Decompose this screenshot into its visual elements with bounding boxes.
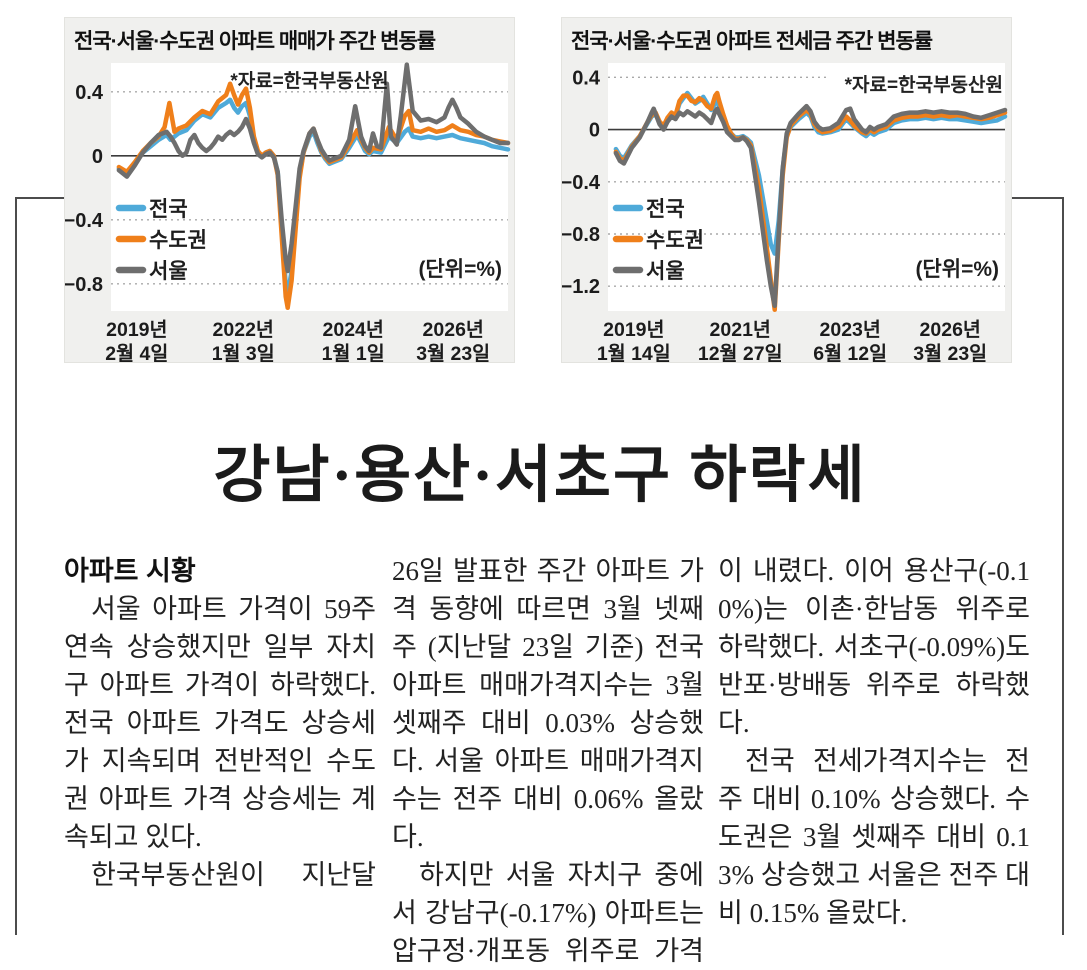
paragraph: 이 내렸다. 이어 용산구(-0.10%)는 이촌·한남동 위주로 하락했다. … [718,556,1030,738]
chart-title: 전국·서울·수도권 아파트 전세금 주간 변동률 [571,30,933,53]
chart-title: 전국·서울·수도권 아파트 매매가 주간 변동률 [74,30,436,53]
legend-label: 수도권 [149,229,207,252]
article-frame-left-rule [15,197,17,935]
x-tick-label: 2019년 1월 14일 [597,319,671,362]
x-tick-label: 2021년 12월 27일 [698,319,783,362]
article-frame-top-right-segment [1011,197,1064,199]
article-column-3: 이 내렸다. 이어 용산구(-0.10%)는 이촌·한남동 위주로 하락했다. … [718,552,1030,932]
legend-label: 서울 [149,260,188,283]
unit-note: (단위=%) [418,258,502,281]
paragraph: 전국 전세가격지수는 전주 대비 0.10% 상승했다. 수도권은 3월 셋째주… [718,746,1030,928]
y-tick-label: 0 [92,146,103,168]
y-tick-label: 0 [589,120,600,142]
article-column-1: 아파트 시황 서울 아파트 가격이 59주 연속 상승했지만 일부 자치구 아파… [64,552,376,894]
x-tick-label: 2026년 3월 23일 [913,319,987,362]
x-tick-label: 2026년 3월 23일 [416,319,490,362]
sale-price-chart-canvas: 0.4 0 −0.4 −0.8 2019년 2월 4일 2022년 1월 3일 2024년 1월 … [65,62,511,362]
unit-note: (단위=%) [915,258,999,281]
legend-label: 수도권 [646,229,704,252]
x-tick-label: 2024년 1월 1일 [322,319,385,362]
y-tick-label: −0.8 [562,224,600,246]
legend-label: 전국 [646,198,685,221]
article-frame-top-left-segment [15,197,66,199]
x-tick-label: 2022년 1월 3일 [212,319,275,362]
legend-label: 서울 [646,260,685,283]
paragraph: 26일 발표한 주간 아파트 가격 동향에 따르면 3월 넷째주 (지난달 23… [392,556,704,852]
paragraph: 한국부동산원이 지난달 [91,860,376,890]
paragraph: 서울 아파트 가격이 59주 연속 상승했지만 일부 자치구 아파트 가격이 하… [64,594,376,852]
y-tick-label: −0.8 [65,274,103,296]
source-note: *자료=한국부동산원 [845,74,1003,96]
headline: 강남·용산·서초구 하락세 [213,442,867,510]
source-note: *자료=한국부동산원 [230,70,388,92]
jeonse-price-chart-panel: 0.4 0 −0.4 −0.8 −1.2 2019년 1월 14일 2021년 12월 27일 2… [561,17,1012,363]
section-kicker: 아파트 시황 [64,556,196,586]
paragraph: 하지만 서울 자치구 중에서 강남구(-0.17%) 아파트는 압구정·개포동 … [392,860,704,966]
article-column-2: 26일 발표한 주간 아파트 가격 동향에 따르면 3월 넷째주 (지난달 23… [392,552,704,970]
sale-price-chart-panel: 0.4 0 −0.4 −0.8 2019년 2월 4일 2022년 1월 3일 2024년 1월 … [64,17,515,363]
series-line-서울 [613,103,1008,309]
x-tick-label: 2023년 6월 12일 [813,319,887,362]
series-line-서울 [116,62,511,274]
y-tick-label: −0.4 [562,172,601,194]
y-tick-label: −1.2 [562,276,600,298]
plot-area [111,63,508,311]
legend-label: 전국 [149,198,188,221]
article-frame-right-rule [1062,197,1064,935]
jeonse-price-chart-canvas: 0.4 0 −0.4 −0.8 −1.2 2019년 1월 14일 2021년 12월 27일 2… [562,63,1008,362]
y-tick-label: 0.4 [75,82,104,104]
x-tick-label: 2019년 2월 4일 [105,319,168,362]
y-tick-label: 0.4 [572,67,601,89]
y-tick-label: −0.4 [65,210,104,232]
